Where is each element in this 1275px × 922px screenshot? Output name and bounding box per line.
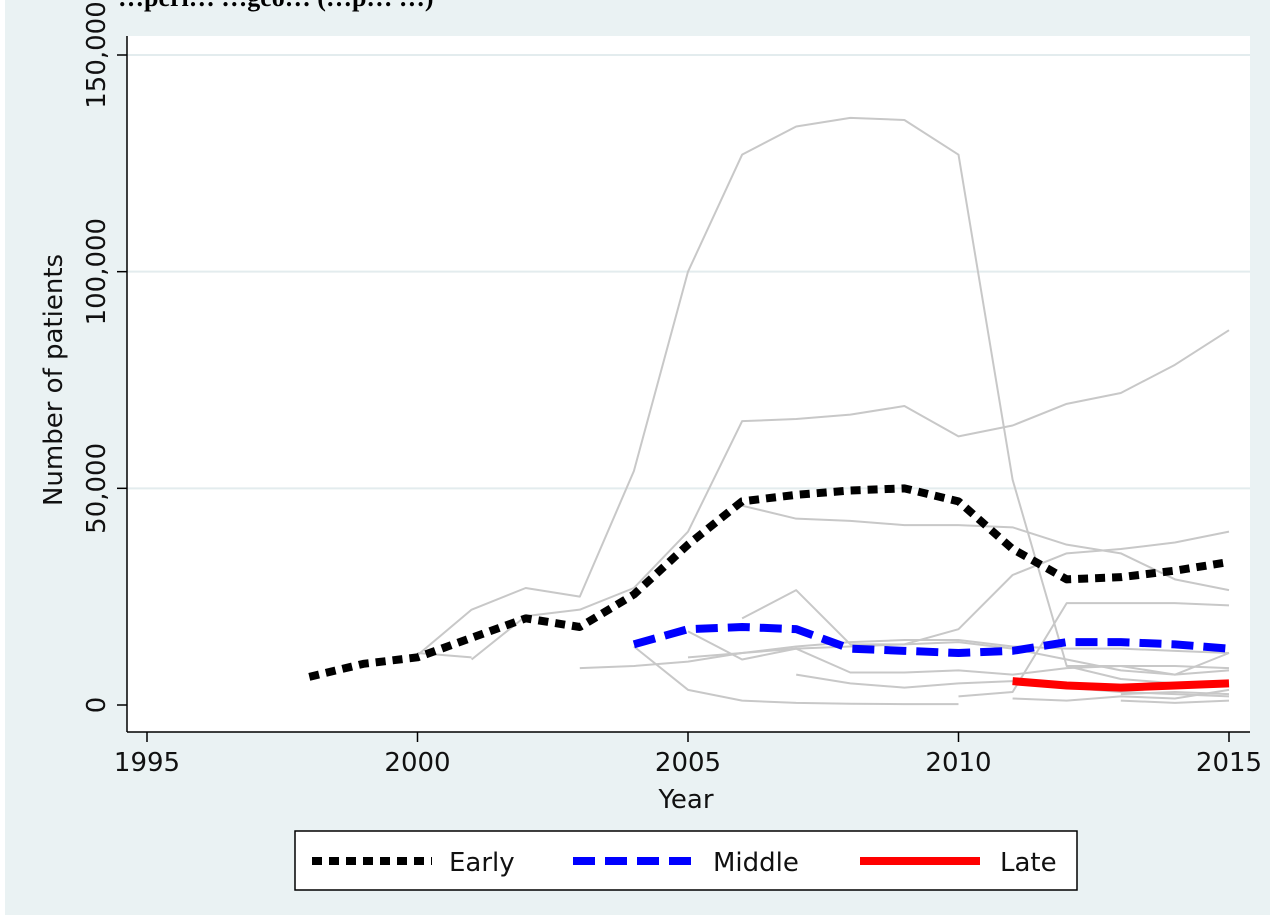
x-tick-label: 2000 (384, 748, 450, 778)
x-tick-label: 1995 (114, 748, 180, 778)
y-tick-label: 0 (82, 697, 112, 714)
legend-label-late: Late (1000, 848, 1057, 878)
x-axis-ticks: 1995 2000 2005 2010 2015 (114, 732, 1262, 778)
background-series-line (958, 602, 1230, 698)
legend-label-early: Early (449, 848, 515, 878)
background-series-line (1120, 699, 1230, 704)
background-series-line (741, 504, 1230, 592)
legend: Early Middle Late (294, 830, 1078, 891)
background-series-line (687, 630, 1230, 676)
cut-off-header: …peri… …geo… (…p… …) (118, 0, 434, 12)
plot-area (127, 36, 1250, 732)
y-tick-label: 50,000 (82, 443, 112, 534)
background-series-line (741, 589, 1230, 676)
x-tick-label: 2010 (925, 748, 991, 778)
series-line-late (1012, 677, 1230, 692)
x-axis-title: Year (657, 785, 713, 815)
background-series-line (1120, 691, 1230, 696)
main-series-group (308, 484, 1230, 692)
y-axis-ticks: 0 50,000 100,000 150,000 (82, 1, 127, 713)
background-series-line (1012, 688, 1230, 702)
background-series-group (416, 116, 1230, 706)
y-axis-title: Number of patients (39, 254, 69, 506)
x-tick-label: 2015 (1196, 748, 1262, 778)
legend-label-middle: Middle (713, 848, 799, 878)
background-series-line (633, 645, 959, 706)
x-tick-label: 2005 (655, 748, 721, 778)
y-tick-label: 100,000 (82, 218, 112, 326)
background-series-line (416, 116, 1230, 687)
background-series-line (470, 329, 1230, 661)
series-line-early (308, 484, 1230, 681)
background-series-line (1066, 665, 1230, 676)
series-line-middle (632, 623, 1230, 657)
y-tick-label: 150,000 (82, 1, 112, 109)
background-series-line (687, 639, 1230, 659)
